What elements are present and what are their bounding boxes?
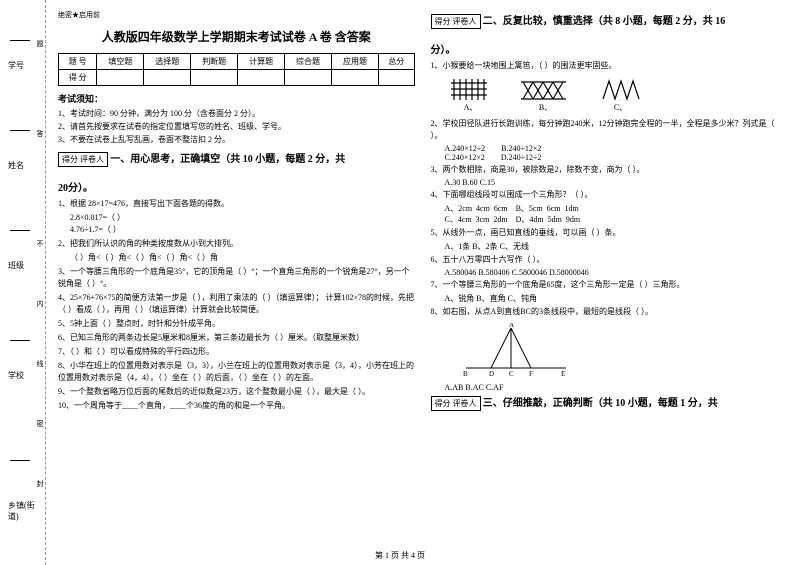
th: 选择题	[144, 54, 191, 70]
paper-title: 人教版四年级数学上学期期末考试试卷 A 卷 含答案	[58, 28, 415, 45]
binding-sidebar: 乡镇(街道) 学校 班级 姓名 学号 封 密 线 内 不 答 题	[0, 0, 45, 565]
seal-line	[45, 0, 46, 565]
fold-mark: 不	[35, 240, 45, 247]
s2q5o: A、1条 B、2条 C、无线	[431, 241, 788, 252]
fold-mark: 封	[35, 480, 45, 487]
svg-text:B: B	[463, 370, 468, 378]
page-footer: 第 1 页 共 4 页	[0, 550, 800, 561]
content-area: 绝密★启用前 人教版四年级数学上学期期末考试试卷 A 卷 含答案 题 号 填空题…	[45, 0, 800, 565]
s2q5: 5、从线外一点，画已知直线的垂线，可以画（ ）条。	[431, 227, 788, 239]
s2q8o: A.AB B.AC C.AF	[431, 383, 788, 392]
fold-mark: 密	[35, 420, 45, 427]
section-2-cont: 分）。	[431, 41, 788, 56]
notice-item: 2、请首先按要求在试卷的指定位置填写您的姓名、班级、学号。	[58, 121, 415, 132]
s2q1: 1、小猴要给一块地围上篱笆，（ ）的围法更牢固些。	[431, 60, 788, 72]
pattern-b-icon	[521, 77, 571, 102]
s2q4o: A、2cm 4cm 6cm B、5cm 6cm 1dm C、4cm 3cm 2d…	[431, 203, 788, 225]
q1a: 2.8×0.017=（ ）	[58, 212, 415, 224]
triangle-diagram: A B D C F E	[461, 323, 788, 378]
fence-patterns: A、 B、 C、	[451, 77, 788, 113]
side-label-school: 学校	[8, 370, 24, 381]
q9: 9、一个整数省略万位后面的尾数后的近似数是23万，这个整数最小是（ ），最大是（…	[58, 386, 415, 398]
q1b: 4.76÷1.7=（ ）	[58, 224, 415, 236]
s2q7o: A、锐角 B、直角 C、钝角	[431, 293, 788, 304]
q5: 5、5钟上面（ ）整点时，时针和分针成平角。	[58, 318, 415, 330]
s2q4: 4、下面哪组线段可以围成一个三角形？（ ）。	[431, 189, 788, 201]
q10: 10、一个周角等于____个直角，____个36度的角的和是一个平角。	[58, 400, 415, 412]
fold-mark: 答	[35, 130, 45, 137]
svg-text:F: F	[529, 370, 533, 378]
svg-text:C: C	[509, 370, 514, 378]
score-box: 得分 评卷人	[431, 14, 481, 29]
th: 题 号	[59, 54, 97, 70]
notice-item: 1、考试时间：90 分钟，满分为 100 分（含卷面分 2 分）。	[58, 108, 415, 119]
s2q8: 8、如右图，从点A到直线BC的3条线段中，最短的是线段（ ）。	[431, 306, 788, 318]
section-1-title: 一、用心思考，正确填空（共 10 小题，每题 2 分，共	[110, 154, 345, 165]
th: 计算题	[238, 54, 285, 70]
right-column: 得分 评卷人 二、反复比较，慎重选择（共 8 小题，每题 2 分，共 16 分）…	[423, 10, 796, 555]
q8: 8、小华在班上的位置用数对表示是（3，3），小兰在班上的位置用数对表示是（3，4…	[58, 360, 415, 384]
th: 判断题	[191, 54, 238, 70]
th: 总分	[378, 54, 414, 70]
score-box: 得分 评卷人	[58, 152, 108, 167]
side-label-name: 姓名	[8, 160, 24, 171]
svg-text:E: E	[561, 370, 565, 378]
q2a: （ ）角<（ ）角<（ ）角<（ ）角<（ ）角	[58, 252, 415, 264]
fold-mark: 内	[35, 300, 45, 307]
td: 得 分	[59, 70, 97, 86]
score-box: 得分 评卷人	[431, 396, 481, 411]
notice-item: 3、不要在试卷上乱写乱画，卷面不整洁扣 2 分。	[58, 134, 415, 145]
q2: 2、把我们所认识的角的种类按度数从小到大排列。	[58, 238, 415, 250]
s2q7: 7、一个等腰三角形的一个底角是65度，这个三角形一定是（ ）三角形。	[431, 279, 788, 291]
th: 综合题	[285, 54, 332, 70]
secret-mark: 绝密★启用前	[58, 10, 415, 20]
s2q2o: A.240×12÷2 B.240÷12×2 C.240×12×2 D.240÷1…	[431, 144, 788, 162]
left-column: 绝密★启用前 人教版四年级数学上学期期末考试试卷 A 卷 含答案 题 号 填空题…	[50, 10, 423, 555]
s2q6: 6、五十八万零四十六写作（ ）。	[431, 254, 788, 266]
th: 填空题	[97, 54, 144, 70]
section-2-title: 二、反复比较，慎重选择（共 8 小题，每题 2 分，共 16	[483, 16, 726, 27]
th: 应用题	[332, 54, 379, 70]
fold-mark: 题	[35, 40, 45, 47]
pattern-a-icon	[451, 77, 491, 102]
pattern-c-icon	[601, 77, 641, 102]
section-1-cont: 20分）。	[58, 179, 415, 194]
q3: 3、一个等腰三角形的一个底角是35°，它的顶角是（ ）°；一个直角三角形的一个锐…	[58, 266, 415, 290]
s2q2: 2、学校田径队进行长跑训练，每分钟跑240米，12分钟跑完全程的一半，全程是多少…	[431, 118, 788, 142]
svg-text:D: D	[489, 370, 494, 378]
q4: 4、25×76+76×75的简便方法第一步是（ ），利用了乘法的（ ）（填运算律…	[58, 292, 415, 316]
side-label-id: 学号	[8, 60, 24, 71]
s2q6o: A.580046 B.580406 C.5800046 D.58000046	[431, 268, 788, 277]
notice-title: 考试须知：	[58, 92, 415, 105]
score-table: 题 号 填空题 选择题 判断题 计算题 综合题 应用题 总分 得 分	[58, 53, 415, 86]
q1: 1、根据 28×17=476，直接写出下面各题的得数。	[58, 198, 415, 210]
s2q3: 3、两个数相除，商是30，被除数是2，除数不变，商为（ ）。	[431, 164, 788, 176]
q6: 6、已知三角形的两条边长是5厘米和8厘米，第三条边最长为（ ）厘米。（取整厘米数…	[58, 332, 415, 344]
side-label-township: 乡镇(街道)	[8, 500, 45, 522]
fold-mark: 线	[35, 360, 45, 367]
side-label-class: 班级	[8, 260, 24, 271]
svg-text:A: A	[509, 323, 514, 329]
section-3-title: 三、仔细推敲，正确判断（共 10 小题，每题 1 分，共	[483, 398, 718, 409]
s2q3o: A.30 B.60 C.15	[431, 178, 788, 187]
q7: 7、（ ）和（ ）可以看成特殊的平行四边形。	[58, 346, 415, 358]
